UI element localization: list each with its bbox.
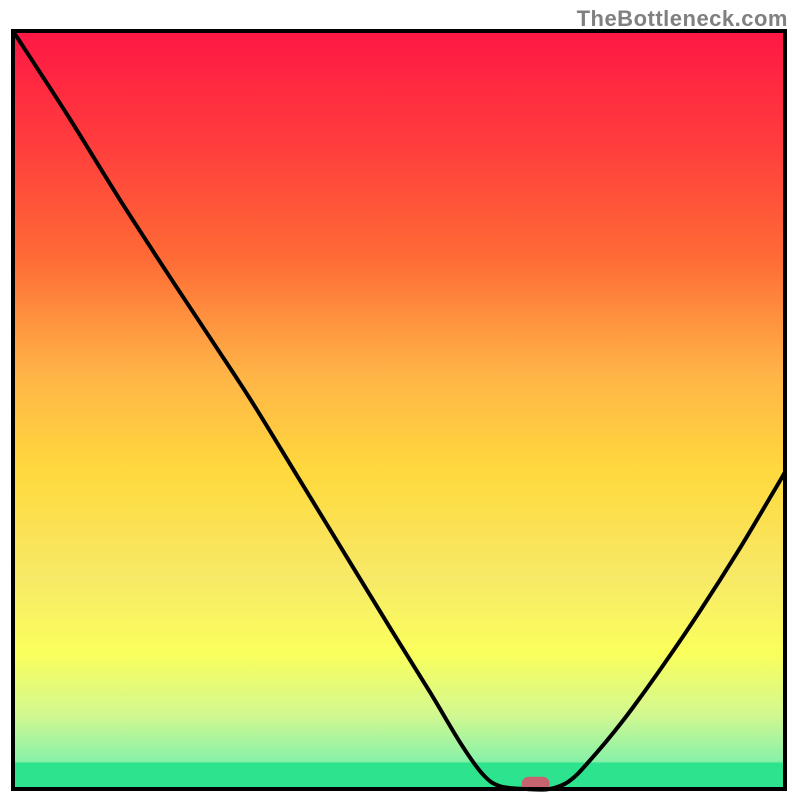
plot-background — [13, 31, 785, 789]
bottleneck-curve-chart — [0, 0, 800, 800]
watermark-text: TheBottleneck.com — [577, 6, 788, 32]
chart-container: TheBottleneck.com — [0, 0, 800, 800]
green-bottom-band — [13, 762, 785, 789]
